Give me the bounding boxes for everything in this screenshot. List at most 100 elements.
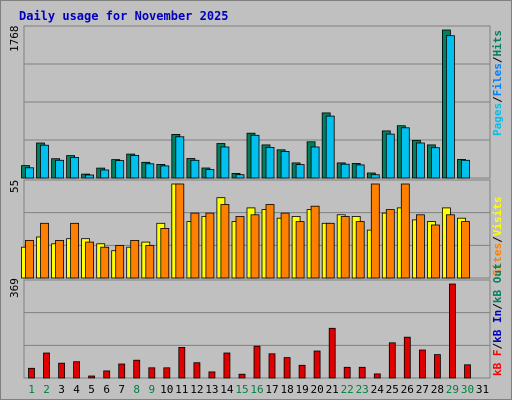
panel-bottom-gridlines — [24, 312, 490, 346]
bar-bottom-kb-f-day-16 — [253, 345, 261, 379]
day-label-13: 13 — [205, 383, 218, 396]
bar-top-pages-day-26 — [400, 127, 410, 179]
bar-top-pages-day-30 — [461, 159, 470, 179]
bar-top-pages-day-21 — [325, 115, 335, 179]
bar-middle-sites-day-2 — [40, 222, 49, 279]
bar-bottom-kb-f-day-29 — [448, 283, 456, 379]
bar-middle-sites-day-27 — [415, 214, 425, 279]
bar-top-pages-day-11 — [175, 136, 185, 179]
day-label-4: 4 — [73, 383, 80, 396]
bar-top-pages-day-2 — [40, 144, 49, 179]
bar-middle-sites-day-1 — [25, 239, 34, 279]
bar-middle-sites-day-7 — [115, 245, 125, 279]
day-label-20: 20 — [310, 383, 323, 396]
bar-bottom-kb-f-day-20 — [313, 350, 321, 379]
bar-bottom-kb-f-day-18 — [283, 357, 291, 379]
side-label-part: kB F — [491, 350, 504, 377]
bar-bottom-kb-f-day-1 — [28, 367, 35, 379]
side-label-part: kB Out — [491, 263, 504, 303]
bar-bottom-kb-f-day-8 — [133, 359, 141, 379]
bar-bottom-kb-f-day-6 — [103, 370, 111, 379]
bar-top-pages-day-27 — [415, 142, 425, 179]
day-label-7: 7 — [118, 383, 125, 396]
panel-bottom: 369 kB F/kB In/kB Out — [8, 263, 504, 379]
day-label-6: 6 — [103, 383, 110, 396]
bar-middle-sites-day-19 — [295, 221, 305, 279]
bar-bottom-kb-f-day-26 — [403, 336, 411, 379]
day-label-16: 16 — [250, 383, 263, 396]
day-label-28: 28 — [431, 383, 444, 396]
day-label-21: 21 — [326, 383, 339, 396]
side-label-part: Hits — [491, 30, 504, 57]
bar-bottom-kb-f-day-2 — [43, 352, 50, 379]
bar-bottom-kb-f-day-19 — [298, 364, 306, 379]
bar-middle-sites-day-22 — [340, 216, 350, 279]
bar-middle-sites-day-3 — [55, 239, 64, 279]
bar-top-pages-day-10 — [160, 165, 170, 179]
side-label-part: / — [491, 236, 504, 243]
panel-top-side-label: Pages/Files/Hits — [491, 30, 504, 136]
day-label-25: 25 — [386, 383, 399, 396]
day-label-14: 14 — [220, 383, 234, 396]
bar-top-pages-day-28 — [430, 147, 440, 179]
side-label-part: / — [491, 303, 504, 310]
side-label-part: / — [491, 96, 504, 103]
bar-top-pages-day-25 — [385, 133, 395, 179]
bar-middle-sites-day-24 — [370, 183, 380, 279]
bar-bottom-kb-f-day-21 — [328, 327, 336, 379]
panel-middle-ymax-label: 55 — [8, 180, 21, 193]
bar-top-pages-day-29 — [445, 35, 455, 179]
day-label-17: 17 — [265, 383, 278, 396]
side-label-part: Sites — [491, 243, 504, 276]
day-labels: 1 2 3 4 5 6 7 8 9 10 11 12 13 14 15 16 17 18 19 20 21 22 23 24 2… — [28, 383, 489, 396]
day-label-29: 29 — [446, 383, 459, 396]
panel-bottom-side-label: kB F/kB In/kB Out — [491, 263, 504, 376]
side-label-part: / — [491, 343, 504, 350]
day-label-18: 18 — [280, 383, 293, 396]
bar-bottom-kb-f-day-28 — [433, 354, 441, 379]
side-label-part: / — [491, 56, 504, 63]
bar-bottom-kb-f-day-3 — [58, 362, 65, 379]
bar-top-pages-day-14 — [220, 146, 230, 179]
day-label-24: 24 — [371, 383, 385, 396]
day-label-30: 30 — [461, 383, 474, 396]
bar-top-pages-day-15 — [235, 174, 245, 179]
day-label-19: 19 — [295, 383, 308, 396]
day-label-2: 2 — [43, 383, 50, 396]
bar-top-pages-day-16 — [250, 134, 260, 179]
bar-top-pages-day-7 — [115, 160, 125, 179]
bar-top-pages-day-3 — [55, 159, 64, 179]
bar-middle-sites-day-5 — [85, 241, 94, 279]
side-label-part: Pages — [491, 103, 504, 136]
bar-middle-sites-day-26 — [400, 183, 410, 279]
bar-bottom-kb-f-day-11 — [178, 346, 186, 379]
bar-top-pages-day-6 — [100, 169, 110, 179]
day-label-22: 22 — [341, 383, 354, 396]
bar-top-pages-day-5 — [85, 174, 94, 179]
panel-middle-bars — [21, 183, 470, 279]
bar-bottom-kb-f-day-25 — [388, 342, 396, 379]
bar-middle-sites-day-4 — [70, 222, 79, 279]
bar-middle-sites-day-30 — [461, 221, 470, 279]
bar-bottom-kb-f-day-15 — [238, 373, 246, 379]
panel-bottom-bars — [28, 283, 471, 379]
day-label-31: 31 — [476, 383, 489, 396]
day-label-1: 1 — [28, 383, 35, 396]
bar-middle-sites-day-16 — [250, 214, 260, 279]
panel-middle: 55 Sites/Visits — [8, 179, 504, 279]
bar-middle-sites-day-8 — [130, 239, 140, 279]
day-label-26: 26 — [401, 383, 414, 396]
panel-top: 1768 Pages/Files/Hits — [8, 25, 504, 179]
bar-top-pages-day-23 — [355, 164, 365, 179]
bar-middle-sites-day-23 — [355, 221, 365, 279]
side-label-part: Files — [491, 63, 504, 96]
bar-bottom-kb-f-day-27 — [418, 349, 426, 379]
bar-bottom-kb-f-day-22 — [343, 366, 351, 379]
day-label-10: 10 — [160, 383, 173, 396]
panel-middle-side-label: Sites/Visits — [491, 197, 504, 277]
bar-top-pages-day-4 — [70, 157, 79, 179]
bar-top-pages-day-1 — [25, 167, 34, 179]
bar-top-pages-day-8 — [130, 154, 140, 179]
bar-bottom-kb-f-day-12 — [193, 362, 201, 379]
bar-bottom-kb-f-day-9 — [148, 367, 156, 379]
